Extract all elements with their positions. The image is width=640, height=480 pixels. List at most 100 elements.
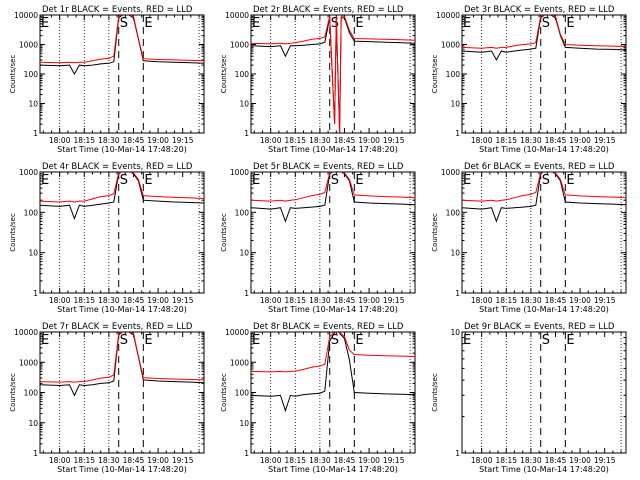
plot-frame: [461, 171, 627, 294]
marker-label: E: [41, 16, 49, 31]
y-tick-label: 10000: [225, 11, 249, 20]
x-axis-label: Start Time (10-Mar-14 17:48:20): [57, 465, 187, 474]
x-tick-label: 18:15: [73, 136, 95, 145]
series-group: [251, 15, 415, 133]
series-line-events: [251, 17, 415, 133]
marker-label: E: [355, 173, 363, 188]
y-tick-label: 10: [28, 100, 38, 109]
y-axis-label: Counts/sec: [220, 373, 228, 412]
x-axis-label: Start Time (10-Mar-14 17:48:20): [57, 145, 187, 154]
x-tick-label: 19:15: [594, 456, 616, 465]
y-tick-label: 1: [455, 129, 460, 138]
x-tick-label: 18:00: [260, 296, 282, 305]
x-tick-label: 18:15: [284, 296, 306, 305]
y-tick-label: 1000: [230, 358, 249, 367]
series-group: [462, 172, 626, 223]
x-tick-label: 18:30: [309, 456, 331, 465]
marker-label: E: [463, 333, 471, 348]
x-tick-label: 18:15: [284, 136, 306, 145]
x-tick-label: 19:00: [147, 296, 169, 305]
y-tick-label: 10000: [14, 328, 38, 337]
marker-label: E: [566, 173, 574, 188]
y-tick-label: 100: [235, 389, 250, 398]
x-tick-label: 18:45: [123, 296, 145, 305]
x-tick-label: 19:00: [569, 136, 591, 145]
y-tick-label: 10: [28, 249, 38, 258]
x-tick-label: 18:45: [334, 456, 356, 465]
panel-title: Det 9r BLACK = Events, RED = LLD: [464, 322, 615, 332]
series-line-events: [251, 172, 415, 223]
x-tick-label: 18:00: [471, 456, 493, 465]
plot-frame: [39, 171, 205, 294]
x-axis-label: Start Time (10-Mar-14 17:48:20): [268, 305, 398, 314]
x-tick-label: 18:00: [471, 136, 493, 145]
series-line-lld: [40, 332, 204, 383]
series-line-lld: [462, 172, 626, 202]
x-tick-label: 19:15: [594, 136, 616, 145]
y-axis-label: Counts/sec: [220, 213, 228, 252]
series-line-lld: [251, 172, 415, 202]
marker-label: E: [566, 333, 574, 348]
series-line-events: [462, 15, 626, 61]
x-tick-label: 19:00: [358, 136, 380, 145]
x-axis-label: Start Time (10-Mar-14 17:48:20): [479, 145, 609, 154]
x-tick-label: 18:15: [495, 456, 517, 465]
x-tick-label: 18:30: [98, 456, 120, 465]
plot-frame: [250, 14, 416, 134]
plot-frame: [39, 14, 205, 134]
x-tick-label: 18:00: [471, 296, 493, 305]
series-line-events: [251, 332, 415, 413]
y-tick-label: 1000: [19, 41, 38, 50]
y-tick-label: 1: [455, 449, 460, 458]
y-tick-label: 100: [24, 208, 39, 217]
marker-label: E: [144, 333, 152, 348]
marker-label: E: [566, 16, 574, 31]
y-tick-label: 1000: [230, 168, 249, 177]
x-tick-label: 18:45: [545, 456, 567, 465]
y-tick-label: 1: [244, 449, 249, 458]
x-tick-label: 19:15: [172, 296, 194, 305]
y-axis-label: Counts/sec: [220, 55, 228, 94]
y-tick-label: 100: [235, 208, 250, 217]
panel-title: Det 8r BLACK = Events, RED = LLD: [253, 322, 404, 332]
y-axis-label: Counts/sec: [9, 55, 17, 94]
x-tick-label: 18:00: [49, 456, 71, 465]
x-tick-label: 18:30: [520, 136, 542, 145]
y-tick-label: 10: [28, 419, 38, 428]
y-tick-label: 1000: [441, 41, 460, 50]
series-group: [251, 172, 415, 223]
panel-title: Det 6r BLACK = Events, RED = LLD: [464, 162, 615, 172]
x-tick-label: 19:15: [172, 456, 194, 465]
marker-label: E: [252, 16, 260, 31]
x-tick-label: 18:00: [260, 136, 282, 145]
marker-label: E: [355, 16, 363, 31]
plot-frame: [250, 171, 416, 294]
y-tick-label: 10: [450, 100, 460, 109]
series-line-events: [462, 172, 626, 223]
series-group: [40, 172, 204, 221]
y-tick-label: 10: [450, 328, 460, 337]
series-line-lld: [40, 15, 204, 64]
series-group: [40, 15, 204, 76]
marker-label: S: [542, 173, 550, 188]
y-axis-label: Counts/sec: [9, 213, 17, 252]
series-group: [40, 332, 204, 397]
y-tick-label: 1000: [19, 168, 38, 177]
series-line-events: [40, 332, 204, 397]
panel-title: Det 2r BLACK = Events, RED = LLD: [253, 5, 404, 15]
x-tick-label: 18:15: [495, 296, 517, 305]
marker-label: E: [463, 173, 471, 188]
x-tick-label: 19:15: [172, 136, 194, 145]
y-tick-label: 10: [239, 419, 249, 428]
x-tick-label: 18:30: [520, 456, 542, 465]
x-tick-label: 18:00: [49, 296, 71, 305]
y-tick-label: 1: [33, 129, 38, 138]
series-line-events: [40, 172, 204, 221]
marker-label: E: [41, 173, 49, 188]
x-axis-label: Start Time (10-Mar-14 17:48:20): [268, 145, 398, 154]
plot-frame: [461, 331, 627, 454]
